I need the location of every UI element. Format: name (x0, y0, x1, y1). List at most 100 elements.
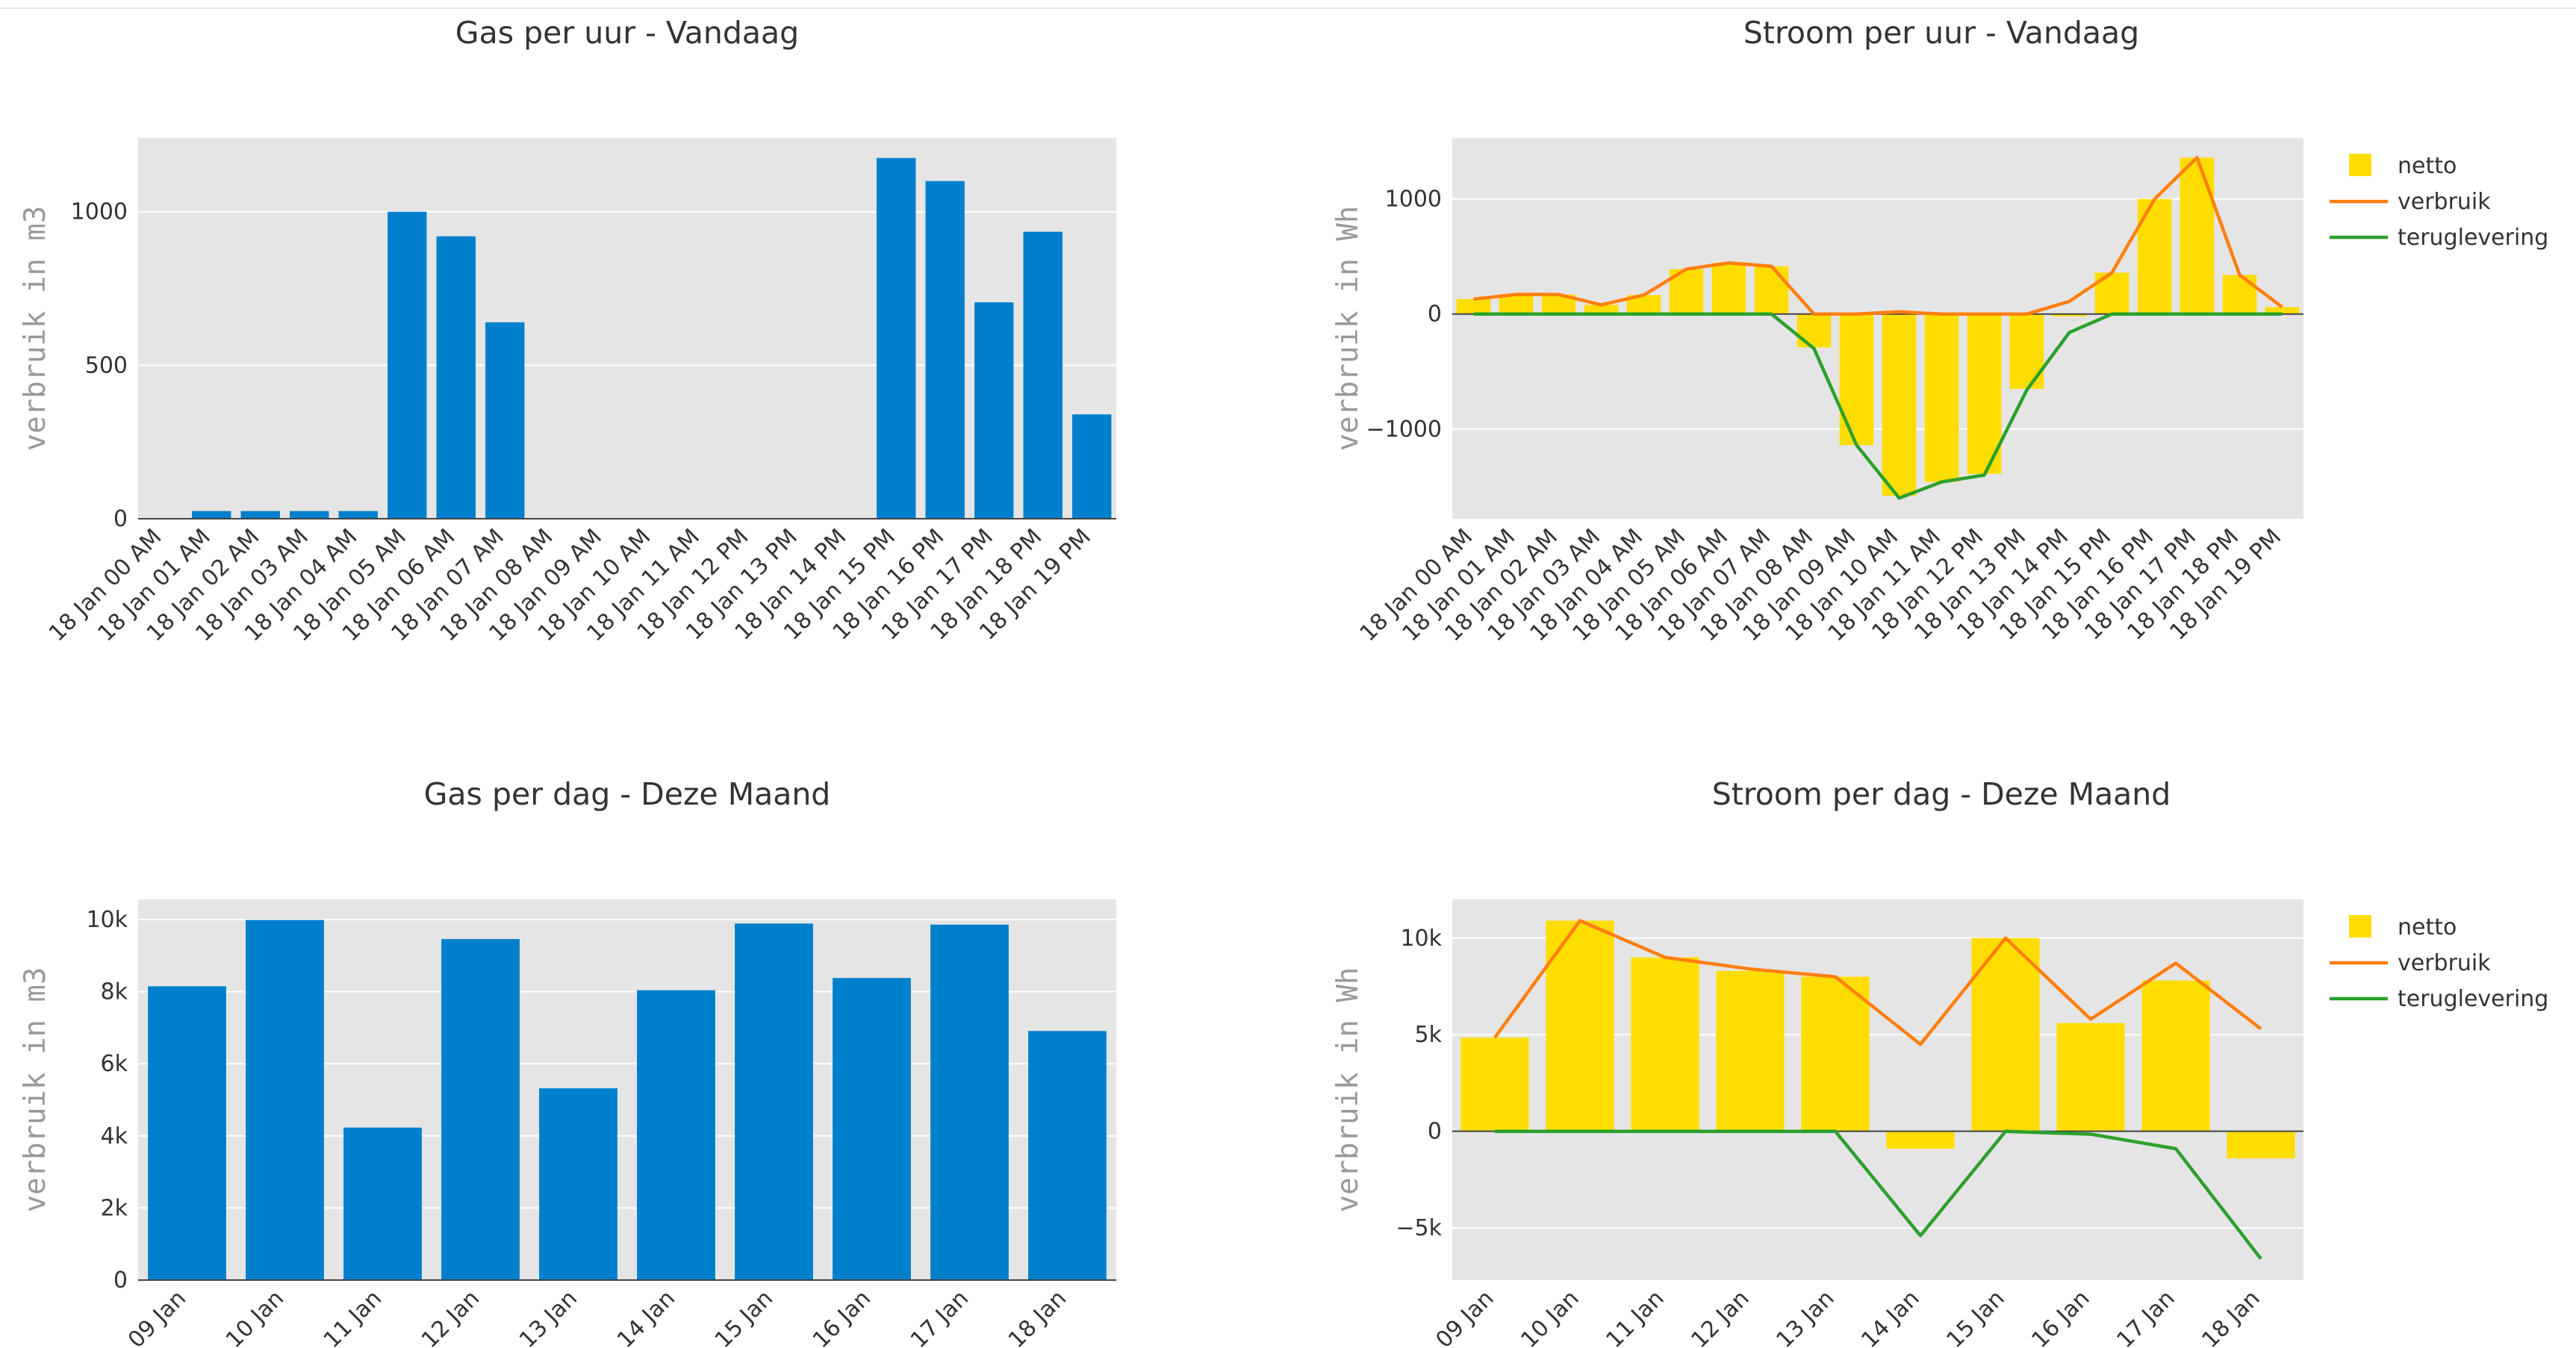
bar-netto (2227, 1131, 2295, 1158)
bar-value (148, 986, 226, 1280)
bar-netto (1801, 976, 1870, 1132)
bar-value (735, 923, 813, 1280)
bar-value (338, 511, 378, 519)
bar-value (240, 511, 280, 519)
bar-value (833, 978, 911, 1280)
y-tick-label: 5k (1415, 1022, 1443, 1048)
x-tick-label: 10 Jan (1516, 1285, 1584, 1348)
y-tick-label: 10k (1400, 926, 1442, 952)
x-tick-label: 15 Jan (710, 1285, 778, 1348)
legend-label-netto: netto (2398, 914, 2457, 940)
bar-netto (1456, 299, 1491, 314)
x-tick-label: 09 Jan (1431, 1285, 1499, 1348)
y-axis-label: verbruik in m3 (19, 967, 52, 1213)
bar-netto (1971, 937, 2040, 1132)
x-tick-label: 13 Jan (514, 1285, 582, 1348)
legend-label-teruglevering: teruglevering (2398, 986, 2548, 1012)
plot-area (138, 138, 1116, 519)
bar-value (485, 322, 525, 519)
bar-netto (2222, 275, 2257, 314)
x-tick-label: 12 Jan (417, 1285, 485, 1348)
bar-netto (2009, 313, 2044, 389)
bar-value (974, 302, 1014, 519)
line-teruglevering (1495, 1129, 2262, 1260)
bar-value (246, 920, 324, 1280)
chart-title: Gas per dag - Deze Maand (424, 776, 831, 812)
bar-value (637, 990, 715, 1280)
y-tick-label: 0 (1428, 302, 1442, 328)
chart-2: Stroom per uur - Vandaag verbruik in Wh −1… (1331, 15, 2548, 646)
x-tick-label: 13 Jan (1771, 1285, 1839, 1348)
bar-netto (2141, 980, 2210, 1132)
bar-netto (1967, 313, 2002, 474)
bar-netto (1886, 1131, 1955, 1149)
bar-netto (1716, 970, 1785, 1132)
x-tick-label: 17 Jan (2112, 1285, 2180, 1348)
bar-netto (2052, 313, 2087, 316)
y-axis-label: verbruik in Wh (1331, 967, 1365, 1213)
y-tick-label: 8k (101, 979, 128, 1005)
bar-value (290, 511, 329, 519)
bar-netto (1631, 957, 1699, 1132)
x-tick-label: 10 Jan (221, 1285, 289, 1348)
bar-netto (1924, 313, 1959, 482)
bar-value (1028, 1031, 1107, 1280)
legend-label-verbruik: verbruik (2398, 189, 2491, 215)
chart-3: Gas per dag - Deze Maand verbruik in m3 0 2… (19, 776, 1116, 1348)
bar-netto (1584, 305, 1619, 314)
legend-label-verbruik: verbruik (2398, 950, 2491, 976)
y-axis-label: verbruik in m3 (19, 206, 52, 452)
y-tick-label: −1000 (1366, 416, 1442, 443)
x-tick-label: 09 Jan (123, 1285, 191, 1348)
bar-value (388, 211, 427, 519)
x-tick-label: 14 Jan (1856, 1285, 1924, 1348)
line-verbruik (1493, 919, 2262, 1046)
bar-netto (1546, 920, 1614, 1132)
x-tick-label: 11 Jan (319, 1285, 387, 1348)
bar-value (925, 181, 965, 519)
chart-4: Stroom per dag - Deze Maand verbruik in W… (1331, 776, 2548, 1348)
bar-value (1072, 414, 1112, 519)
y-tick-label: 2k (101, 1195, 128, 1221)
legend: netto verbruik teruglevering (2330, 153, 2548, 251)
y-tick-label: −5k (1396, 1215, 1442, 1241)
y-tick-label: 0 (113, 1267, 128, 1294)
bar-value (343, 1127, 422, 1280)
legend: netto verbruik teruglevering (2330, 914, 2548, 1012)
bar-netto (1499, 294, 1534, 314)
y-tick-label: 1000 (71, 199, 128, 225)
legend-swatch-netto (2349, 915, 2371, 937)
x-tick-label: 17 Jan (906, 1285, 974, 1348)
y-tick-label: 4k (101, 1123, 128, 1149)
bar-value (436, 236, 476, 519)
y-axis-label: verbruik in Wh (1331, 206, 1365, 452)
bar-netto (2056, 1023, 2125, 1132)
x-tick-label: 11 Jan (1601, 1285, 1669, 1348)
legend-label-netto: netto (2398, 153, 2457, 179)
y-tick-label: 0 (113, 506, 128, 532)
bar-netto (2265, 307, 2300, 314)
bar-value (441, 939, 520, 1280)
x-tick-label: 18 Jan (1004, 1285, 1071, 1348)
y-tick-label: 500 (85, 352, 128, 378)
bar-value (930, 924, 1009, 1280)
plot-area (1452, 138, 2303, 519)
top-divider (0, 7, 2576, 9)
bar-value (877, 157, 916, 519)
bar-netto (2137, 199, 2172, 314)
x-tick-label: 15 Jan (1941, 1285, 2009, 1348)
chart-1: Gas per uur - Vandaag verbruik in m3 0 500 1… (19, 15, 1116, 646)
bar-netto (1460, 1037, 1529, 1132)
chart-title: Gas per uur - Vandaag (455, 15, 799, 51)
y-tick-label: 0 (1428, 1119, 1442, 1145)
bar-netto (1882, 313, 1917, 496)
legend-swatch-netto (2349, 154, 2371, 176)
x-tick-label: 16 Jan (808, 1285, 876, 1348)
bar-value (539, 1088, 617, 1280)
line-teruglevering (1473, 312, 2283, 500)
x-tick-label: 14 Jan (612, 1285, 680, 1348)
line-verbruik (1473, 155, 2283, 316)
chart-title: Stroom per dag - Deze Maand (1712, 776, 2171, 812)
x-tick-label: 18 Jan (2197, 1285, 2265, 1348)
